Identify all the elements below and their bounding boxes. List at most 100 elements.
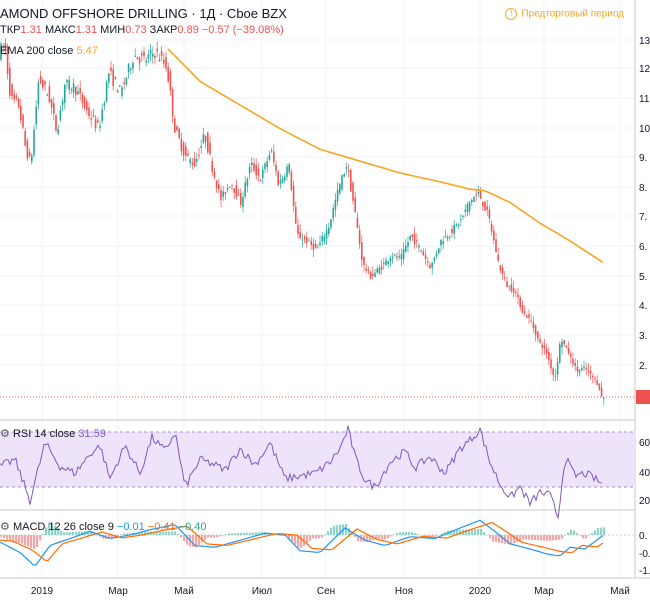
candle-body [363, 257, 365, 266]
histogram-bar [576, 533, 579, 535]
candle-body [15, 95, 18, 99]
candle-body [372, 273, 374, 276]
candle-body [457, 224, 460, 226]
candle-body [132, 62, 134, 69]
candle-body [290, 171, 293, 190]
candle-body [407, 242, 409, 247]
histogram-bar [36, 535, 39, 548]
candle-body [198, 154, 200, 156]
histogram-bar [51, 523, 54, 535]
macd-legend[interactable]: ⚙ MACD 12 26 close 9 −0.01 −0.41 −0.40 [0, 520, 207, 533]
histogram-bar [498, 535, 501, 543]
candle-body [138, 58, 141, 64]
histogram-bar [378, 535, 381, 539]
candle-body [446, 237, 449, 239]
histogram-bar [474, 529, 477, 535]
histogram-bar [507, 535, 510, 545]
histogram-bar [138, 532, 141, 535]
candle-body [110, 67, 112, 71]
candle-body [334, 199, 337, 210]
histogram-bar [108, 535, 111, 539]
histogram-bar [57, 528, 60, 535]
clock-icon: ! [505, 8, 518, 20]
macd-label: MACD 12 26 close 9 [12, 521, 114, 533]
candle-body [42, 80, 44, 88]
histogram-bar [276, 535, 279, 536]
histogram-bar [300, 535, 303, 549]
candle-body [37, 82, 40, 105]
histogram-bar [483, 532, 486, 535]
candle-body [541, 344, 543, 348]
histogram-bar [363, 535, 366, 542]
ema-200-line [167, 48, 604, 264]
candle-body [398, 255, 400, 258]
candle-body [374, 272, 376, 278]
candle-body [90, 118, 92, 120]
histogram-bar [420, 535, 423, 536]
price-tick-label: 8. [639, 183, 647, 194]
candle-body [4, 43, 7, 51]
low-label: МИН [100, 24, 126, 36]
candle-body [495, 239, 497, 253]
candle-body [242, 196, 244, 208]
histogram-bar [180, 535, 183, 538]
histogram-bar [582, 535, 585, 539]
premarket-badge[interactable]: ! Предторговый период [505, 8, 624, 20]
ema-legend[interactable]: EMA 200 close 5.47 [0, 45, 98, 57]
histogram-bar [336, 525, 339, 535]
histogram-bar [183, 535, 186, 542]
candle-body [479, 189, 482, 199]
histogram-bar [141, 531, 144, 535]
candle-body [22, 114, 24, 128]
histogram-bar [165, 531, 168, 535]
histogram-bar [60, 530, 63, 535]
histogram-bar [558, 535, 561, 540]
candle-body [427, 261, 429, 263]
candle-body [108, 73, 110, 83]
candle-body [255, 164, 257, 176]
histogram-bar [123, 533, 126, 535]
candle-body [284, 176, 286, 181]
histogram-bar [78, 531, 81, 535]
candle-body [119, 85, 121, 87]
histogram-bar [33, 535, 36, 549]
histogram-bar [567, 532, 570, 535]
candle-body [418, 245, 420, 248]
candle-body [548, 351, 550, 360]
price-tick-label: 10 [639, 124, 650, 135]
histogram-bar [480, 528, 483, 535]
histogram-bar [522, 535, 525, 540]
histogram-bar [321, 535, 324, 538]
candle-body [550, 359, 552, 369]
histogram-bar [63, 532, 66, 535]
candle-body [345, 167, 348, 169]
indicator-settings-icon[interactable]: ⚙ [0, 428, 10, 440]
candle-body [356, 217, 359, 228]
candle-body [460, 219, 462, 221]
candle-body [17, 98, 20, 107]
histogram-bar [279, 535, 282, 536]
candle-body [424, 255, 427, 259]
candle-body [169, 71, 172, 91]
candle-body [281, 178, 284, 183]
candle-body [13, 93, 15, 100]
indicator-settings-icon[interactable]: ⚙ [0, 521, 10, 533]
candle-body [468, 201, 471, 212]
histogram-bar [453, 530, 456, 535]
candle-body [279, 180, 282, 184]
candle-body [330, 219, 332, 228]
histogram-bar [213, 535, 216, 538]
candle-body [127, 63, 130, 72]
histogram-bar [111, 535, 114, 539]
ema-label: EMA 200 close [0, 45, 74, 57]
histogram-bar [207, 535, 210, 538]
candle-body [411, 234, 414, 237]
candle-body [385, 260, 387, 266]
histogram-bar [177, 533, 180, 535]
histogram-bar [432, 535, 435, 537]
rsi-legend[interactable]: ⚙ RSI 14 close 31.59 [0, 427, 106, 440]
candle-body [209, 142, 211, 154]
candle-body [26, 140, 29, 159]
candle-body [380, 266, 383, 270]
